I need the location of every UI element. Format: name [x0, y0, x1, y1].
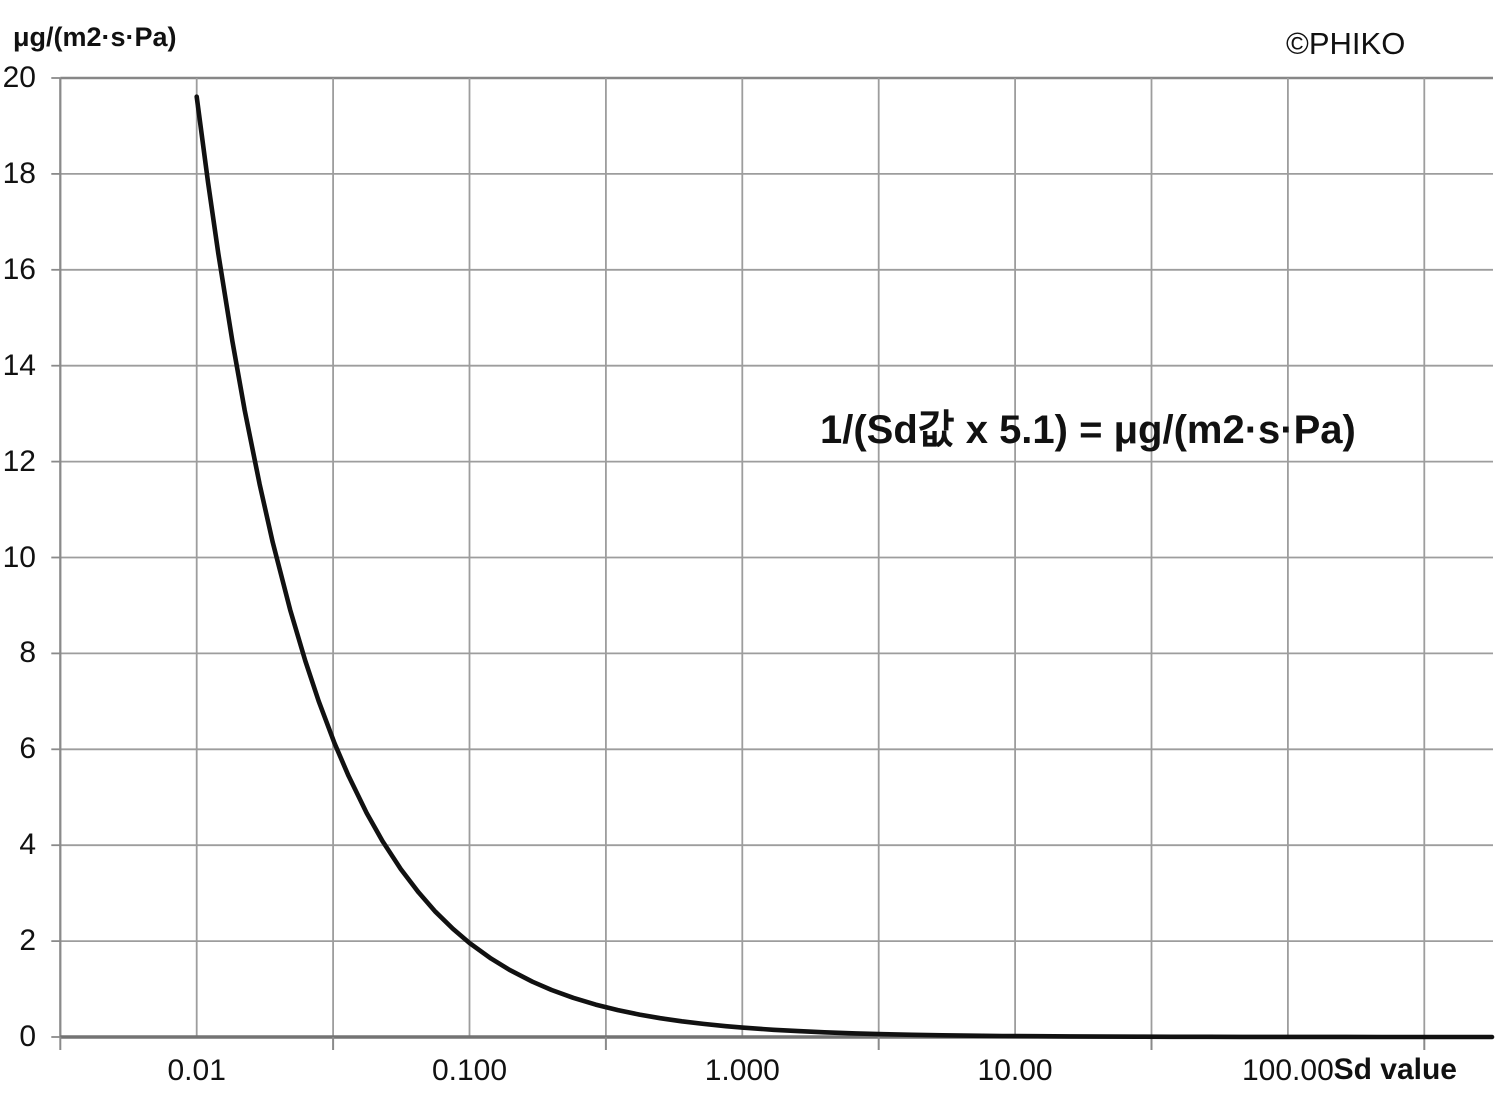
y-axis-ticks	[51, 77, 61, 1038]
horizontal-gridlines	[60, 76, 1493, 942]
watermark-copyright: ©PHIKO	[1286, 26, 1406, 61]
y-tick-label: 14	[2, 348, 36, 382]
y-tick-label: 18	[2, 156, 36, 190]
x-tick-label: 1.000	[704, 1054, 780, 1087]
y-axis-title: μg/(m2·s·Pa)	[13, 22, 177, 52]
y-tick-label: 4	[19, 828, 36, 862]
x-tick-label: 0.100	[431, 1054, 508, 1087]
y-tick-label: 16	[2, 252, 36, 286]
x-tick-label: 100.00	[1242, 1054, 1334, 1087]
y-tick-label: 10	[2, 540, 36, 574]
y-tick-label: 12	[2, 444, 36, 478]
y-tick-label: 20	[2, 61, 36, 94]
y-tick-label: 0	[19, 1020, 36, 1053]
y-tick-label: 6	[19, 732, 36, 766]
y-tick-label: 8	[19, 636, 36, 670]
y-tick-label: 2	[19, 924, 36, 958]
data-curve	[194, 94, 1495, 1040]
x-tick-label: 0.01	[167, 1054, 226, 1087]
formula-annotation: 1/(Sd값 x 5.1) = μg/(m2·s·Pa)	[820, 408, 1356, 452]
x-axis-title: Sd value	[1333, 1053, 1457, 1086]
x-tick-label: 10.00	[977, 1054, 1053, 1087]
